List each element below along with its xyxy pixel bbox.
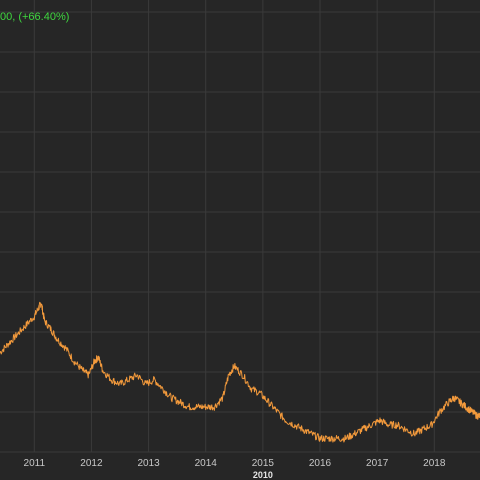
x-tick-label: 2015 [252, 458, 275, 469]
price-series-line [0, 301, 480, 443]
x-tick-label: 2014 [195, 458, 218, 469]
x-tick-label: 2013 [137, 458, 160, 469]
series-layer [0, 301, 480, 443]
x-tick-label: 2012 [80, 458, 103, 469]
x-tick-label: 2016 [309, 458, 332, 469]
x-tick-label: 2017 [366, 458, 389, 469]
x-tick-label: 2018 [423, 458, 446, 469]
x-axis: 2011 2012 2013 2014 2015 2016 2017 2018 2010 [24, 458, 446, 480]
x-era-label: 2010 [253, 470, 273, 480]
price-change-label: 00, (+66.40%) [0, 11, 70, 23]
x-tick-label: 2011 [24, 458, 46, 469]
grid-layer [0, 0, 480, 453]
